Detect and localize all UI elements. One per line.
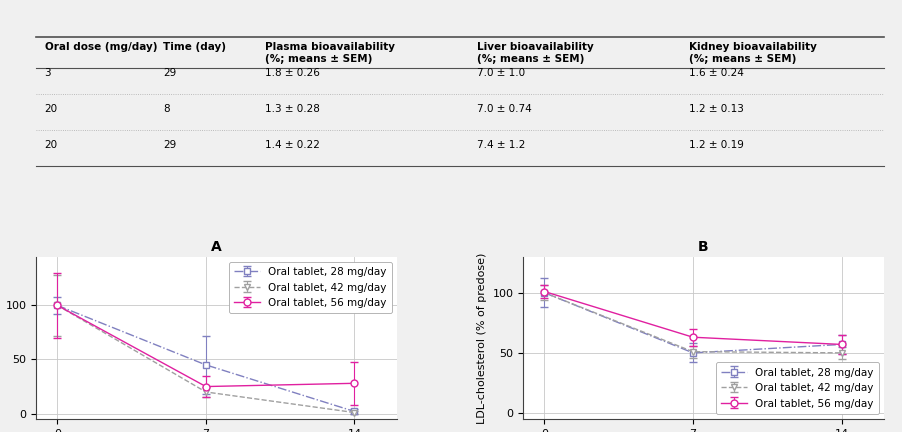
Legend: Oral tablet, 28 mg/day, Oral tablet, 42 mg/day, Oral tablet, 56 mg/day: Oral tablet, 28 mg/day, Oral tablet, 42 … <box>715 362 879 414</box>
Text: 7.0 ± 1.0: 7.0 ± 1.0 <box>477 68 525 78</box>
Text: 1.2 ± 0.19: 1.2 ± 0.19 <box>689 140 744 149</box>
Legend: Oral tablet, 28 mg/day, Oral tablet, 42 mg/day, Oral tablet, 56 mg/day: Oral tablet, 28 mg/day, Oral tablet, 42 … <box>228 262 391 313</box>
Text: 1.6 ± 0.24: 1.6 ± 0.24 <box>689 68 744 78</box>
Text: 29: 29 <box>163 68 177 78</box>
Text: 8: 8 <box>163 104 170 114</box>
Text: Liver bioavailability
(%; means ± SEM): Liver bioavailability (%; means ± SEM) <box>477 42 594 64</box>
Title: A: A <box>211 240 222 254</box>
Text: 29: 29 <box>163 140 177 149</box>
Text: Plasma bioavailability
(%; means ± SEM): Plasma bioavailability (%; means ± SEM) <box>265 42 395 64</box>
Text: Oral dose (mg/day): Oral dose (mg/day) <box>44 42 157 52</box>
Text: 20: 20 <box>44 104 58 114</box>
Text: 1.4 ± 0.22: 1.4 ± 0.22 <box>265 140 320 149</box>
Text: 20: 20 <box>44 140 58 149</box>
Text: Time (day): Time (day) <box>163 42 226 52</box>
Text: 1.3 ± 0.28: 1.3 ± 0.28 <box>265 104 320 114</box>
Text: 3: 3 <box>44 68 51 78</box>
Y-axis label: LDL-cholesterol (% of predose): LDL-cholesterol (% of predose) <box>477 252 487 423</box>
Text: 1.2 ± 0.13: 1.2 ± 0.13 <box>689 104 744 114</box>
Text: Kidney bioavailability
(%; means ± SEM): Kidney bioavailability (%; means ± SEM) <box>689 42 817 64</box>
Text: 7.0 ± 0.74: 7.0 ± 0.74 <box>477 104 531 114</box>
Text: 7.4 ± 1.2: 7.4 ± 1.2 <box>477 140 525 149</box>
Text: 1.8 ± 0.26: 1.8 ± 0.26 <box>265 68 320 78</box>
Title: B: B <box>698 240 709 254</box>
